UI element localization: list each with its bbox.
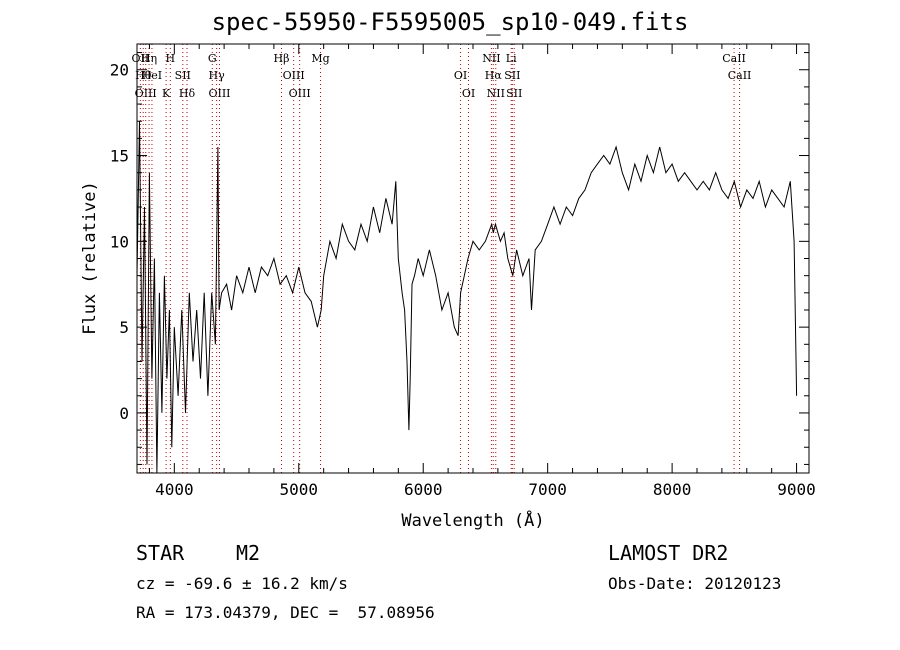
- x-tick-label: 9000: [777, 480, 816, 499]
- coordinates: RA = 173.04379, DEC = 57.08956: [136, 603, 435, 622]
- object-class: STAR: [136, 541, 185, 565]
- spectral-line-label: OIII: [135, 87, 157, 100]
- x-tick-label: 6000: [404, 480, 443, 499]
- y-tick-label: 0: [119, 404, 129, 423]
- spectral-line-markers: [139, 44, 741, 473]
- spectral-line-label: SII: [504, 69, 520, 82]
- spectral-line-label: Mg: [311, 52, 329, 65]
- spectral-line-label: OI: [454, 69, 467, 82]
- spectral-line-label: Hβ: [274, 52, 290, 65]
- spectral-line-label: OIII: [289, 87, 311, 100]
- spectral-line-label: NII: [482, 52, 500, 65]
- spectral-line-label: Hθ: [135, 69, 152, 82]
- x-tick-label: 7000: [528, 480, 567, 499]
- spectral-line-label: SII: [506, 87, 522, 100]
- y-tick-label: 15: [110, 147, 129, 166]
- survey-name: LAMOST DR2: [608, 541, 729, 565]
- x-tick-label: 8000: [653, 480, 692, 499]
- spectral-line-label: OI: [462, 87, 475, 100]
- spectral-line-label: Li: [506, 52, 517, 65]
- spectral-line-label: SII: [175, 69, 191, 82]
- spectral-line-label: G: [208, 52, 217, 65]
- observation-date: Obs-Date: 20120123: [608, 574, 782, 593]
- y-tick-label: 10: [110, 232, 129, 251]
- spectral-line-label: Hδ: [179, 87, 196, 100]
- spectral-line-label: H: [166, 52, 176, 65]
- y-tick-label: 20: [110, 61, 129, 80]
- x-axis-label: Wavelength (Å): [401, 511, 545, 531]
- y-axis-label: Flux (relative): [80, 181, 100, 335]
- x-tick-label: 5000: [280, 480, 319, 499]
- spectral-line-label: CaII: [722, 52, 746, 65]
- spectral-line-label: OII: [132, 52, 150, 65]
- spectral-line-label: HeI: [142, 69, 162, 82]
- y-tick-label: 5: [119, 318, 129, 337]
- chart-title: spec-55950-F5595005_sp10-049.fits: [211, 8, 689, 36]
- spectral-line-label: Hγ: [209, 69, 226, 82]
- spectral-line-label: K: [162, 87, 171, 100]
- spectral-line-label: OIII: [283, 69, 305, 82]
- plot-frame: [136, 43, 810, 474]
- spectral-line-label: CaII: [728, 69, 752, 82]
- spectral-line-label: Hα: [485, 69, 503, 82]
- spectrum-line: [136, 121, 798, 474]
- spectral-line-label: OIII: [208, 87, 230, 100]
- x-tick-label: 4000: [155, 480, 194, 499]
- axis-ticks: 4000 5000 6000 7000 8000 9000 0 5 10 15 20: [110, 44, 816, 499]
- object-subclass: M2: [236, 541, 261, 565]
- spectral-line-label: NII: [487, 87, 505, 100]
- redshift-info: cz = -69.6 ± 16.2 km/s: [136, 574, 348, 593]
- spectral-line-label: Hη: [141, 52, 157, 65]
